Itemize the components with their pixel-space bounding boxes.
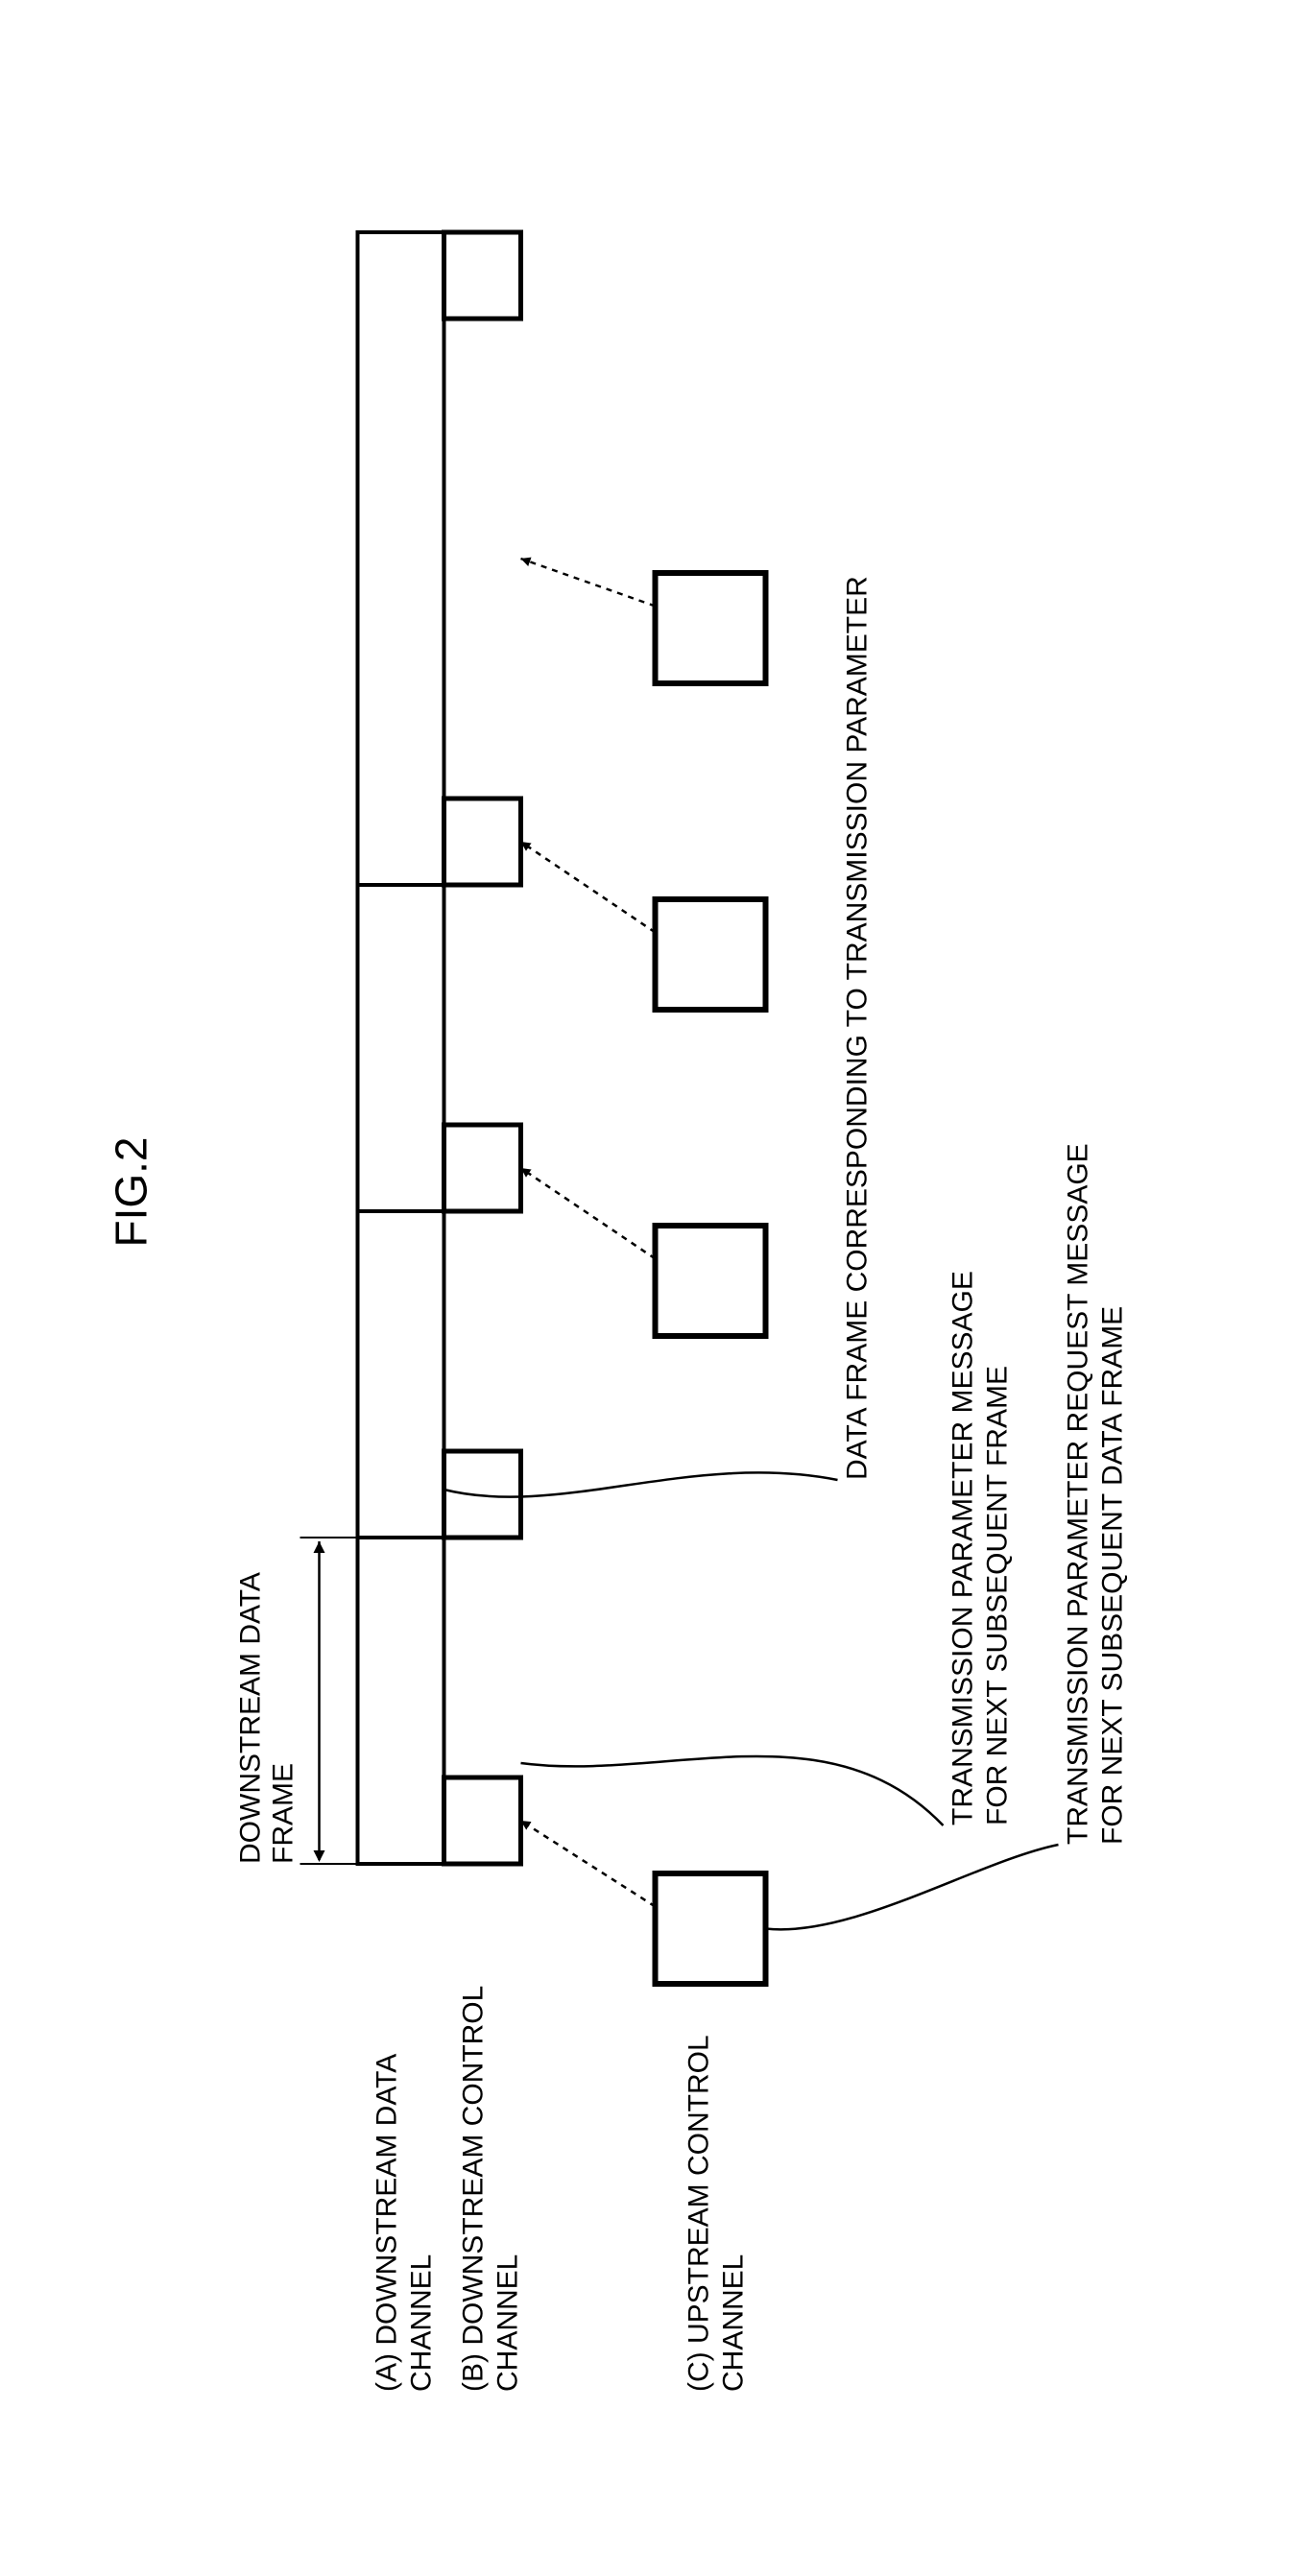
figure-container: FIG.2(A) DOWNSTREAM DATACHANNEL(B) DOWNS… bbox=[69, 136, 1226, 2440]
control-msg-down-1 bbox=[444, 1451, 520, 1538]
figure-title: FIG.2 bbox=[106, 1136, 156, 1247]
leader-data-frame bbox=[444, 1472, 837, 1496]
control-msg-down-4 bbox=[444, 232, 520, 319]
leader-param-req bbox=[765, 1845, 1058, 1929]
control-msg-up-1 bbox=[655, 1226, 765, 1336]
dimension-label-2: FRAME bbox=[267, 1763, 299, 1864]
annotation-data-frame: DATA FRAME CORRESPONDING TO TRANSMISSION… bbox=[841, 576, 873, 1480]
control-msg-down-0 bbox=[444, 1777, 520, 1864]
channel-label-B: (B) DOWNSTREAM CONTROL bbox=[457, 1986, 489, 2392]
annotation-param-msg: TRANSMISSION PARAMETER MESSAGE bbox=[947, 1271, 978, 1825]
control-msg-up-2 bbox=[655, 899, 765, 1010]
data-frame-2 bbox=[357, 885, 444, 1211]
annotation-param-req: TRANSMISSION PARAMETER REQUEST MESSAGE bbox=[1062, 1143, 1093, 1845]
control-msg-up-3 bbox=[655, 573, 765, 683]
channel-label-B: CHANNEL bbox=[492, 2254, 523, 2392]
leader-param-msg bbox=[520, 1756, 943, 1825]
dimension-label: DOWNSTREAM DATA bbox=[234, 1572, 266, 1864]
channel-label-A: CHANNEL bbox=[405, 2254, 437, 2392]
data-frame-1 bbox=[357, 1211, 444, 1538]
channel-label-C: (C) UPSTREAM CONTROL bbox=[683, 2035, 714, 2392]
data-frame-3 bbox=[357, 232, 444, 885]
control-msg-up-0 bbox=[655, 1873, 765, 1984]
annotation-param-req: FOR NEXT SUBSEQUENT DATA FRAME bbox=[1096, 1306, 1128, 1845]
request-arrow-0 bbox=[520, 1821, 655, 1907]
channel-label-A: (A) DOWNSTREAM DATA bbox=[371, 2054, 402, 2392]
control-msg-down-3 bbox=[444, 799, 520, 885]
control-msg-down-2 bbox=[444, 1125, 520, 1211]
data-frame-0 bbox=[357, 1538, 444, 1864]
channel-label-C: CHANNEL bbox=[717, 2254, 749, 2392]
annotation-param-msg: FOR NEXT SUBSEQUENT FRAME bbox=[981, 1366, 1013, 1825]
figure-svg: FIG.2(A) DOWNSTREAM DATACHANNEL(B) DOWNS… bbox=[69, 136, 1221, 2440]
request-arrow-1 bbox=[520, 1168, 655, 1259]
request-arrow-3 bbox=[520, 559, 655, 607]
request-arrow-2 bbox=[520, 842, 655, 933]
